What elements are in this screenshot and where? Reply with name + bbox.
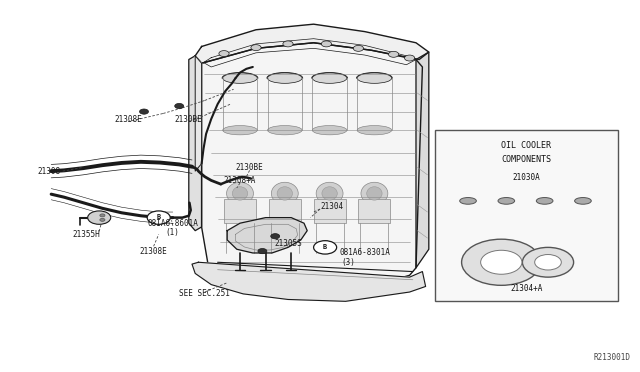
Text: B: B: [323, 244, 327, 250]
Text: 21030A: 21030A: [513, 173, 540, 182]
Ellipse shape: [277, 187, 292, 200]
Polygon shape: [189, 56, 202, 231]
Ellipse shape: [268, 73, 302, 83]
Ellipse shape: [460, 198, 476, 204]
Circle shape: [404, 55, 415, 61]
Text: 21308E: 21308E: [114, 115, 142, 124]
Circle shape: [321, 41, 332, 47]
Ellipse shape: [357, 125, 392, 135]
Circle shape: [314, 241, 337, 254]
FancyBboxPatch shape: [358, 199, 390, 223]
Circle shape: [147, 211, 170, 224]
Circle shape: [219, 51, 229, 57]
Circle shape: [175, 103, 184, 109]
Ellipse shape: [316, 182, 343, 205]
Text: 21308+A: 21308+A: [224, 176, 256, 185]
Text: 2130BE: 2130BE: [236, 163, 264, 172]
Circle shape: [461, 239, 541, 285]
Circle shape: [481, 250, 522, 274]
Ellipse shape: [268, 125, 302, 135]
Text: (1): (1): [166, 228, 180, 237]
Ellipse shape: [312, 73, 347, 83]
Circle shape: [154, 211, 163, 217]
Text: R213001D: R213001D: [593, 353, 630, 362]
Ellipse shape: [312, 125, 347, 135]
Ellipse shape: [223, 125, 257, 135]
FancyBboxPatch shape: [224, 199, 256, 223]
Text: SEE SEC.251: SEE SEC.251: [179, 289, 230, 298]
Polygon shape: [416, 52, 429, 268]
Text: 21355H: 21355H: [72, 230, 100, 239]
Ellipse shape: [322, 187, 337, 200]
Polygon shape: [195, 24, 429, 63]
Circle shape: [283, 41, 293, 47]
Text: 21305S: 21305S: [274, 239, 302, 248]
Circle shape: [88, 211, 111, 224]
Circle shape: [388, 51, 399, 57]
Circle shape: [322, 241, 331, 246]
Ellipse shape: [575, 198, 591, 204]
Circle shape: [100, 214, 105, 217]
Text: COMPONENTS: COMPONENTS: [501, 155, 552, 164]
Ellipse shape: [498, 198, 515, 204]
Circle shape: [140, 109, 148, 114]
Circle shape: [100, 218, 105, 221]
Circle shape: [534, 254, 561, 270]
Ellipse shape: [232, 187, 248, 200]
Text: 21304+A: 21304+A: [510, 284, 543, 293]
Ellipse shape: [361, 182, 388, 205]
Polygon shape: [227, 218, 307, 253]
Polygon shape: [202, 43, 422, 296]
Circle shape: [353, 45, 364, 51]
Ellipse shape: [227, 182, 253, 205]
Text: 21308E: 21308E: [140, 247, 168, 256]
Ellipse shape: [536, 198, 553, 204]
Ellipse shape: [223, 73, 257, 83]
Circle shape: [271, 234, 280, 239]
Ellipse shape: [271, 182, 298, 205]
Text: (3): (3): [342, 258, 356, 267]
Text: OIL COOLER: OIL COOLER: [501, 141, 552, 150]
Text: B: B: [157, 214, 161, 220]
Ellipse shape: [357, 73, 392, 83]
Text: 08IA6-8601A: 08IA6-8601A: [147, 219, 198, 228]
Polygon shape: [195, 56, 202, 171]
Text: 21304: 21304: [320, 202, 343, 211]
Text: 081A6-8301A: 081A6-8301A: [339, 248, 390, 257]
Polygon shape: [192, 262, 426, 301]
FancyBboxPatch shape: [269, 199, 301, 223]
Circle shape: [251, 45, 261, 51]
Bar: [435, 130, 618, 301]
Ellipse shape: [367, 187, 382, 200]
Text: 21308: 21308: [38, 167, 61, 176]
Text: 2130BE: 2130BE: [175, 115, 203, 124]
FancyBboxPatch shape: [314, 199, 346, 223]
Circle shape: [522, 247, 573, 277]
Circle shape: [258, 248, 267, 254]
